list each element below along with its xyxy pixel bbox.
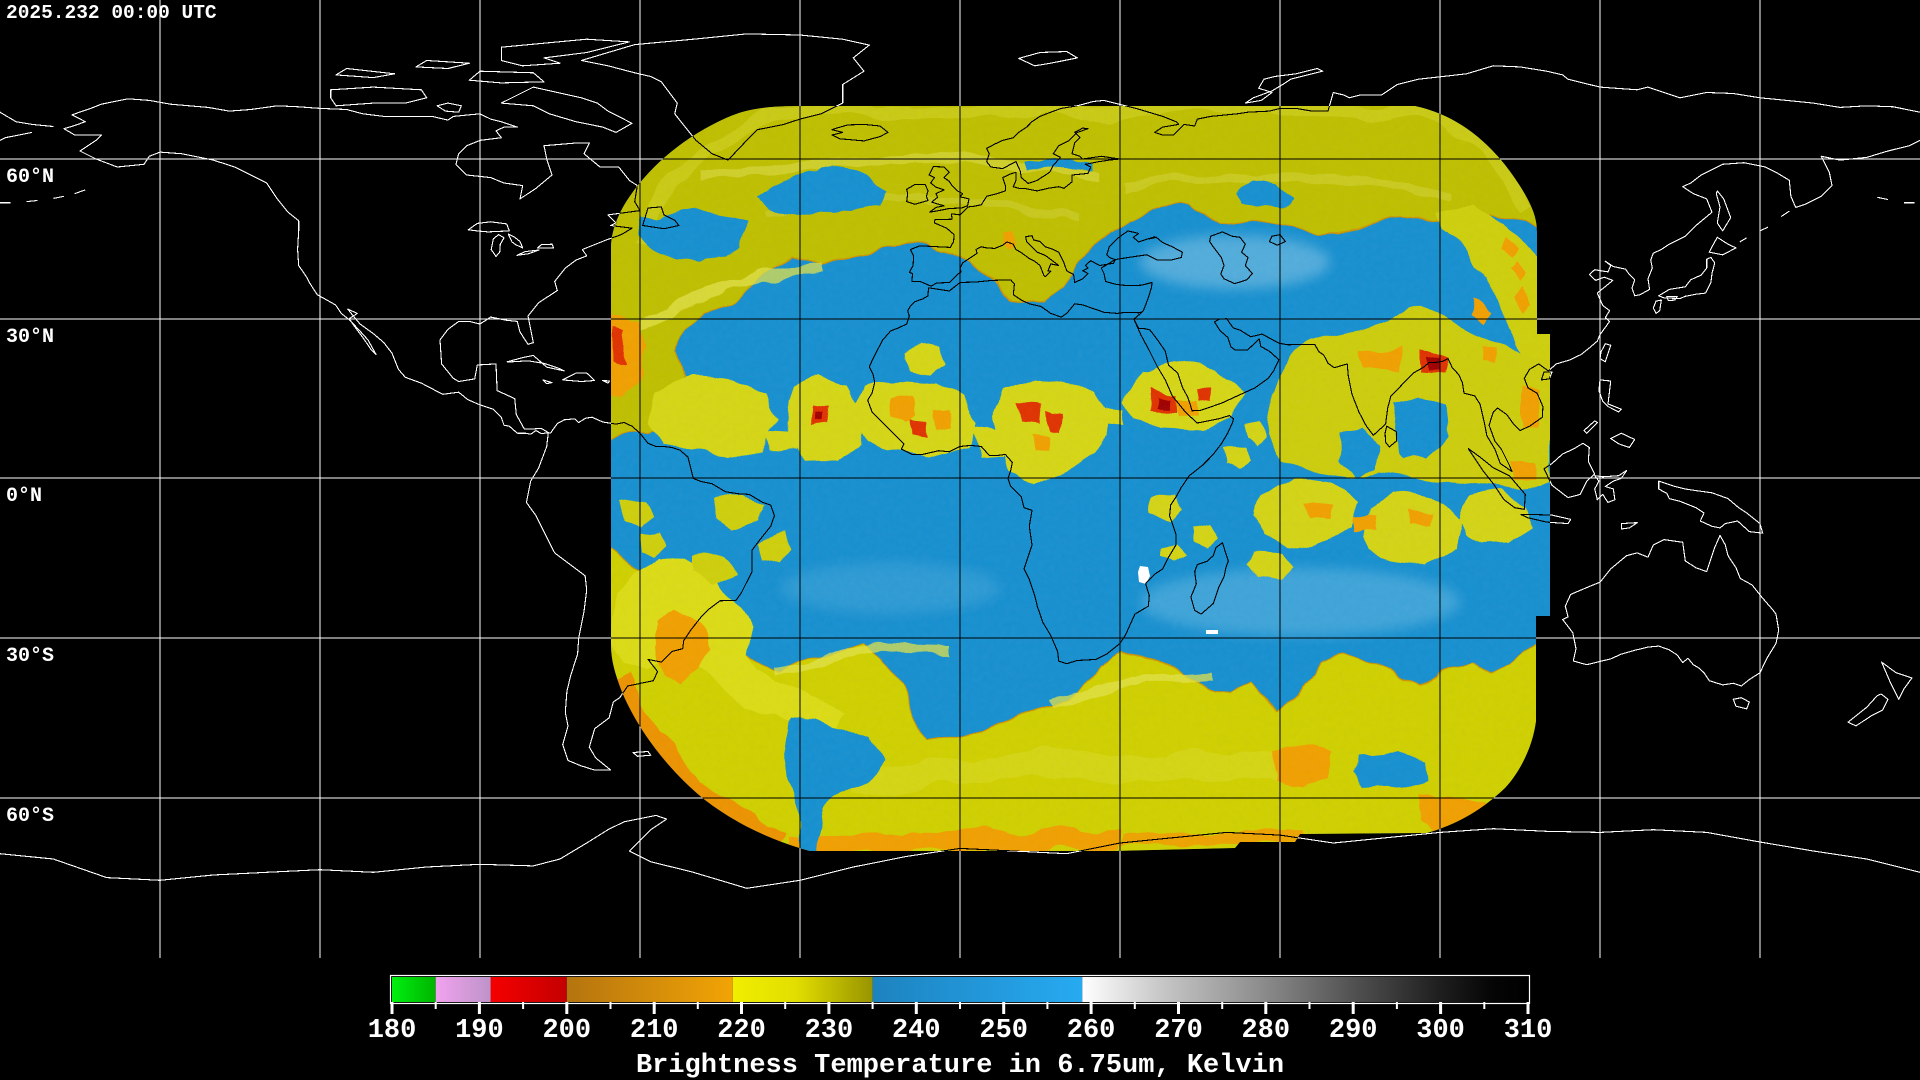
svg-text:200: 200 bbox=[542, 1016, 591, 1046]
svg-text:270: 270 bbox=[1154, 1016, 1203, 1046]
svg-text:190: 190 bbox=[455, 1016, 504, 1046]
svg-text:30°S: 30°S bbox=[6, 645, 54, 668]
svg-text:180: 180 bbox=[368, 1016, 417, 1046]
svg-text:240: 240 bbox=[892, 1016, 941, 1046]
svg-text:250: 250 bbox=[979, 1016, 1028, 1046]
svg-text:210: 210 bbox=[630, 1016, 679, 1046]
svg-text:60°N: 60°N bbox=[6, 166, 54, 189]
svg-text:300: 300 bbox=[1416, 1016, 1465, 1046]
svg-text:230: 230 bbox=[805, 1016, 854, 1046]
svg-text:260: 260 bbox=[1067, 1016, 1116, 1046]
svg-text:290: 290 bbox=[1329, 1016, 1378, 1046]
svg-text:Brightness Temperature in 6.75: Brightness Temperature in 6.75um, Kelvin bbox=[636, 1051, 1284, 1080]
svg-text:220: 220 bbox=[717, 1016, 766, 1046]
svg-text:60°S: 60°S bbox=[6, 805, 54, 828]
svg-text:2025.232 00:00 UTC: 2025.232 00:00 UTC bbox=[6, 2, 217, 24]
svg-text:0°N: 0°N bbox=[6, 485, 42, 508]
svg-text:310: 310 bbox=[1504, 1016, 1553, 1046]
svg-text:280: 280 bbox=[1241, 1016, 1290, 1046]
svg-text:30°N: 30°N bbox=[6, 326, 54, 349]
